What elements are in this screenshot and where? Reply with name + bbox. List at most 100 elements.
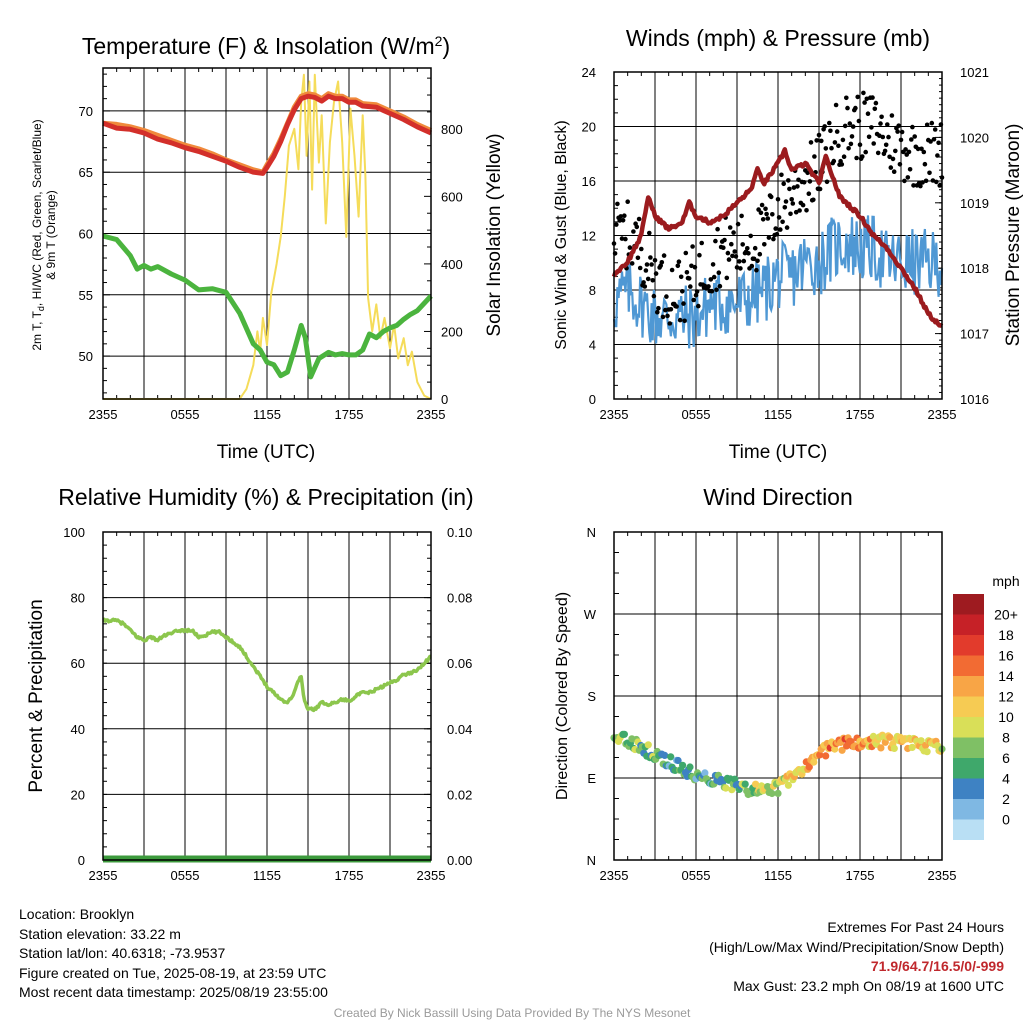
y2-tick-label: 1018 xyxy=(960,261,989,276)
figure-created: Figure created on Tue, 2025-08-19, at 23… xyxy=(19,964,327,981)
gust-point xyxy=(710,262,716,267)
gust-point xyxy=(748,233,753,239)
winds-y-axis-label: Sonic Wind & Gust (Blue, Black) xyxy=(553,120,570,349)
x-tick-label: 0555 xyxy=(682,868,711,883)
gust-point xyxy=(708,277,714,282)
direction-point xyxy=(810,758,818,766)
gust-point xyxy=(811,197,816,203)
x-tick-label: 2355 xyxy=(89,407,118,422)
gust-point xyxy=(847,121,853,126)
y2-tick-label: 1016 xyxy=(960,392,989,407)
y2-tick-label: 0.02 xyxy=(447,787,472,802)
gust-point xyxy=(870,95,875,100)
temperature-plot-frame xyxy=(102,67,432,400)
direction-point xyxy=(701,769,709,777)
gust-point xyxy=(841,154,847,159)
y2-tick-label: 1019 xyxy=(960,196,989,211)
gust-point xyxy=(848,141,854,147)
gust-point xyxy=(716,270,722,276)
gust-point xyxy=(817,186,823,192)
gust-point xyxy=(921,149,927,155)
y-tick-label: E xyxy=(587,771,596,786)
gust-point xyxy=(648,255,653,260)
gust-point xyxy=(724,275,730,281)
y-tick-label: 80 xyxy=(71,591,85,606)
gust-point xyxy=(668,307,674,312)
gust-point xyxy=(782,205,788,210)
gust-point xyxy=(796,177,801,183)
gust-point xyxy=(909,137,914,142)
gust-point xyxy=(644,262,650,267)
legend-swatch xyxy=(953,696,984,717)
temperature-x-axis-label: Time (UTC) xyxy=(217,442,316,463)
gust-point xyxy=(749,263,755,269)
temperature-series-0 xyxy=(103,73,432,400)
x-tick-label: 1155 xyxy=(764,868,792,883)
gust-point xyxy=(931,137,937,142)
gust-point xyxy=(856,118,862,124)
gust-point xyxy=(692,264,698,270)
gust-point xyxy=(812,154,817,159)
gust-point xyxy=(636,216,642,222)
gust-point xyxy=(819,138,824,144)
gust-point xyxy=(763,206,768,212)
y-tick-label: 20 xyxy=(71,787,85,802)
gust-point xyxy=(936,140,941,146)
gust-point xyxy=(697,252,702,258)
legend-label: 16 xyxy=(998,648,1014,664)
gust-point xyxy=(903,147,908,152)
gust-point xyxy=(823,146,829,151)
humidity-plot-frame xyxy=(102,531,432,861)
gust-point xyxy=(849,134,855,139)
gust-point xyxy=(878,121,883,126)
gust-point xyxy=(872,106,878,112)
y-tick-label: 60 xyxy=(79,227,93,242)
gust-point xyxy=(780,219,785,225)
gust-point xyxy=(690,244,695,249)
gust-point xyxy=(733,254,739,259)
gust-point xyxy=(653,271,659,276)
gust-point xyxy=(625,199,630,204)
gust-point xyxy=(739,213,744,219)
gust-point xyxy=(645,276,651,282)
gust-point xyxy=(637,265,643,271)
gust-point xyxy=(786,178,791,183)
direction-point xyxy=(661,751,669,760)
gust-point xyxy=(791,185,797,190)
humidity-series xyxy=(102,617,432,713)
legend-label: 2 xyxy=(1002,791,1010,807)
gust-point xyxy=(726,257,732,262)
temperature-y-axis-label-line2: & 9m T (Orange) xyxy=(44,190,58,280)
temperature-plot: 2355 0555 1155 1755 2355 50 55 60 65 70 0 200 400 600… xyxy=(79,67,463,422)
legend-label: 14 xyxy=(998,668,1014,684)
station-latlon: Station lat/lon: 40.6318; -73.9537 xyxy=(19,945,226,961)
gust-point xyxy=(836,143,841,149)
gust-point xyxy=(631,229,636,234)
gust-point xyxy=(864,96,870,102)
y2-tick-label: 0.08 xyxy=(447,591,472,606)
y-tick-label: N xyxy=(587,853,596,868)
gust-point xyxy=(762,242,767,247)
gust-point xyxy=(725,250,731,256)
legend-swatch xyxy=(953,635,984,656)
gust-point xyxy=(905,175,911,180)
gust-point xyxy=(840,137,846,143)
direction-point xyxy=(741,780,749,788)
gust-point xyxy=(620,218,626,223)
x-tick-label: 1155 xyxy=(764,407,792,422)
gust-point xyxy=(649,262,654,267)
wind-direction-panel: Wind Direction Direction (Colored By Spe… xyxy=(554,484,1020,840)
gust-point xyxy=(887,154,892,160)
gust-point xyxy=(754,267,759,273)
speed-legend-title: mph xyxy=(992,573,1019,589)
gust-point xyxy=(910,124,915,130)
winds-pressure-panel: Winds (mph) & Pressure (mb) Time (UTC) S… xyxy=(553,25,1024,463)
winds-plot-frame xyxy=(613,71,943,400)
gust-point xyxy=(722,237,727,243)
gust-point xyxy=(898,137,904,143)
gust-point xyxy=(751,256,757,262)
gust-point xyxy=(642,284,648,289)
winds-plot: 2355 0555 1155 1755 2355 0 4 8 12 16 20 24 1016 1017 1… xyxy=(582,65,989,422)
gust-point xyxy=(676,259,682,265)
